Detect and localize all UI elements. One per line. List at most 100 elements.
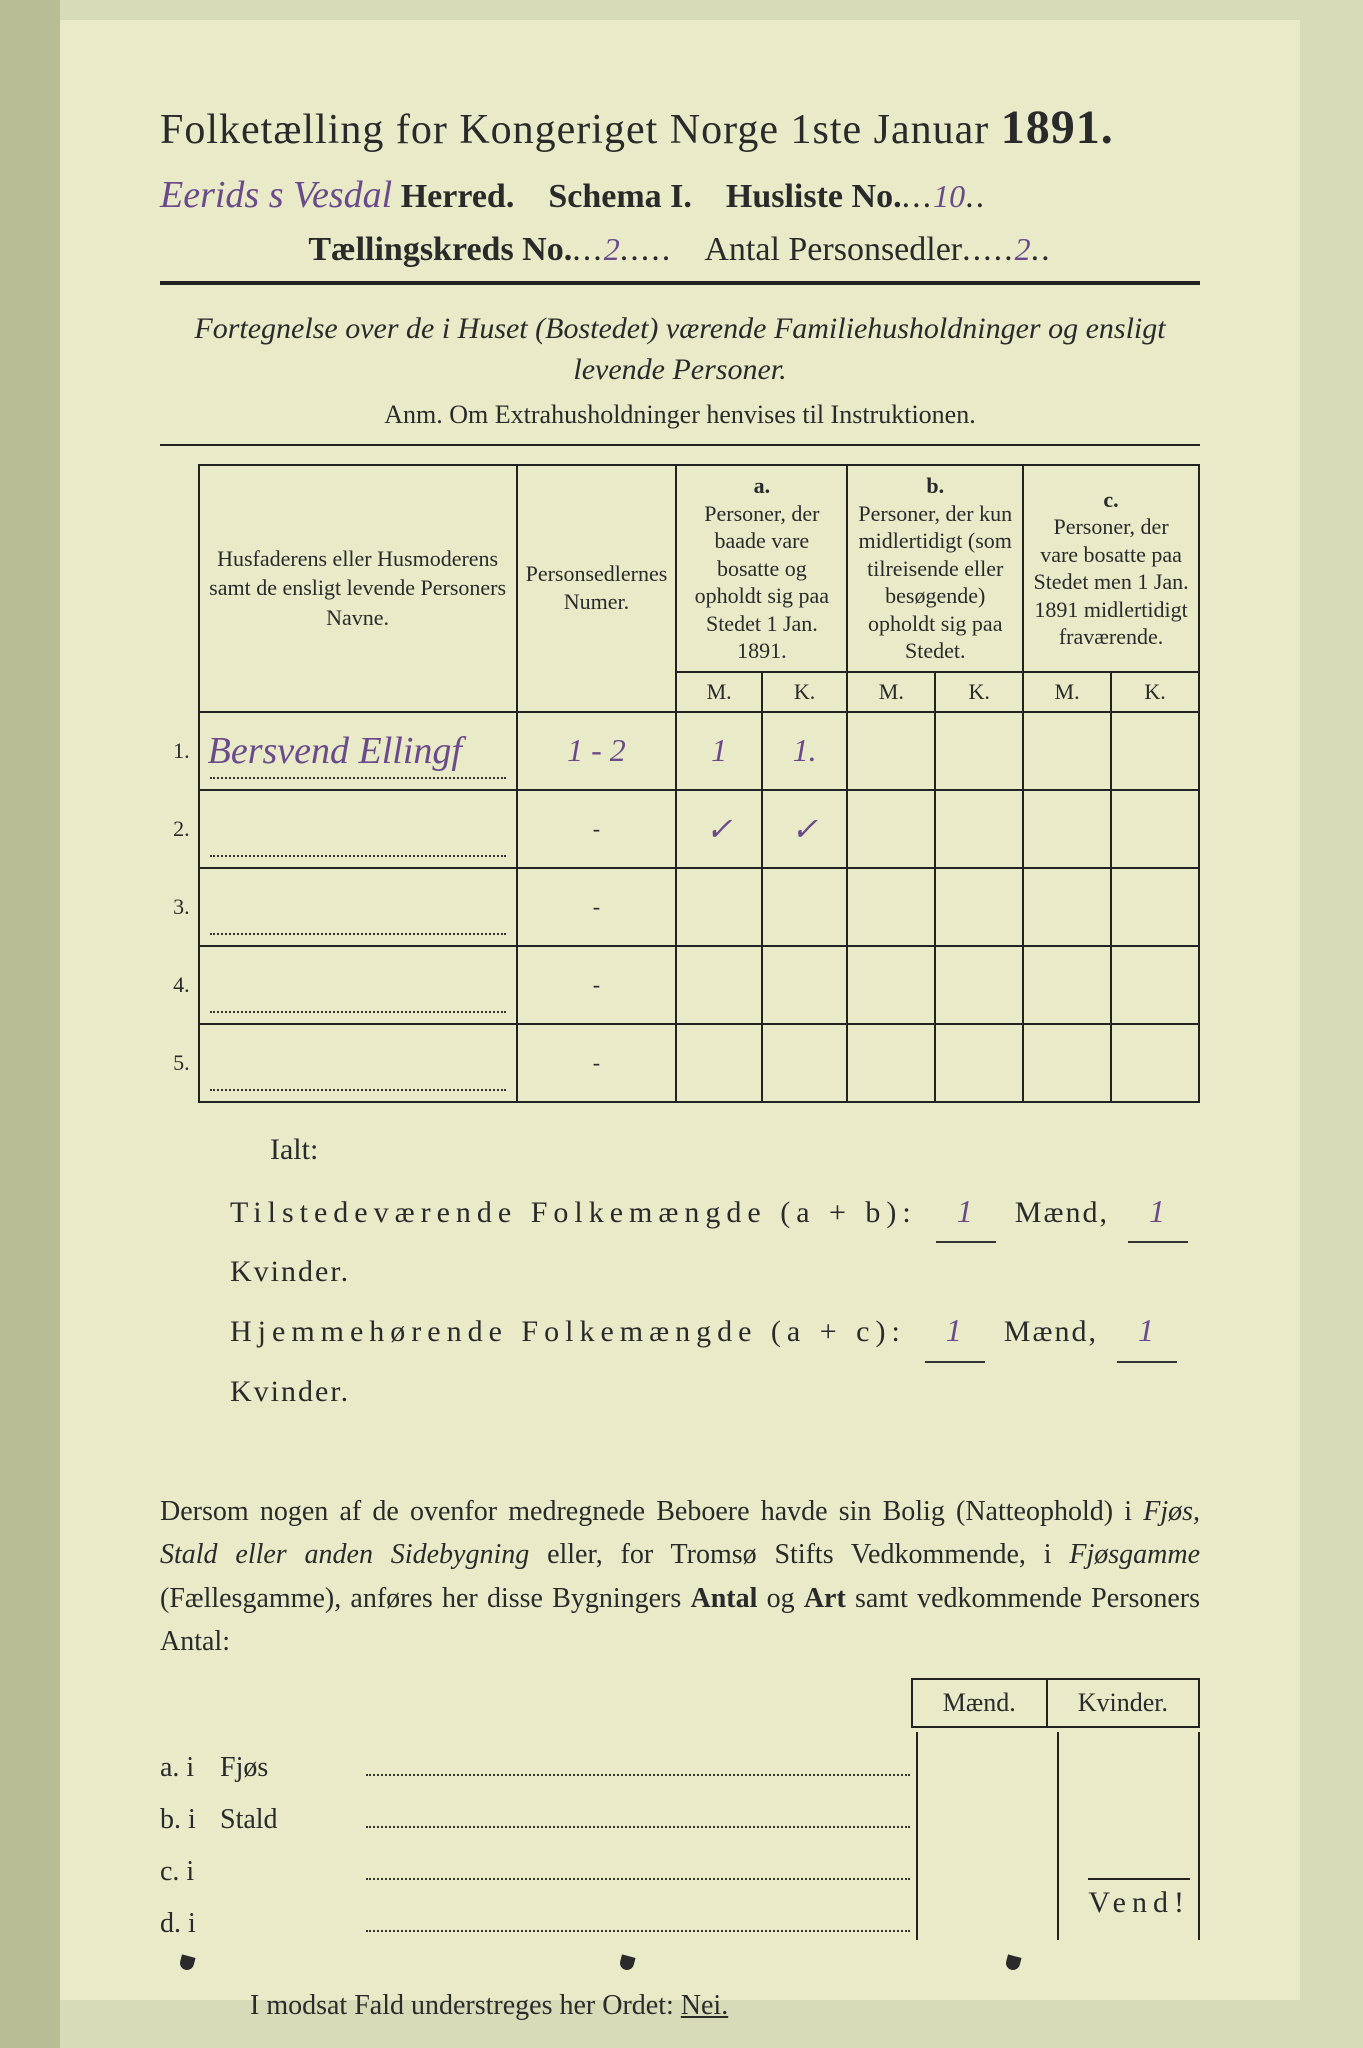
vend-label: Vend! [1088,1878,1190,1920]
col-b-header: b. Personer, der kun midlertidigt (som t… [847,465,1023,672]
hjemme-label: Hjemmehørende Folkemængde (a + c): [230,1315,906,1348]
anm-note: Anm. Om Extrahusholdninger henvises til … [160,400,1200,430]
title-year: 1891. [1001,101,1114,154]
census-form-page: Folketælling for Kongeriget Norge 1ste J… [60,20,1300,2000]
col-num-header: Personsedlernes Numer. [517,465,677,712]
husliste-label: Husliste No. [726,178,902,215]
row-num: 3. [160,868,199,946]
num-cell: - [517,790,677,868]
subtitle-text: Fortegnelse over de i Huset (Bostedet) v… [194,312,1165,386]
totals-block: Tilstedeværende Folkemængde (a + b): 1 M… [230,1181,1200,1421]
ak-cell: ✓ [762,790,848,868]
ck-cell [1111,712,1199,790]
dotted-line [366,1748,910,1776]
row-num: 5. [160,1024,199,1102]
am-cell: 1 [676,712,762,790]
divider [160,281,1200,285]
bk-cell [935,868,1023,946]
table-row: 3. - [160,868,1199,946]
ak-cell [762,868,848,946]
bygninger-block: Mænd. Kvinder. a. i Fjøs b. i Stald c. i… [160,1684,1200,1940]
maend-label: Mænd, [1015,1196,1109,1229]
title-text: Folketælling for Kongeriget Norge 1ste J… [160,107,989,153]
personsedler-label: Antal Personsedler [704,231,962,268]
bygn-lbl: d. i [160,1908,220,1940]
bm-cell [847,946,935,1024]
herred-handwritten: Eerids s Vesdal [160,174,392,216]
col-a-k: K. [762,672,848,712]
bm-cell [847,868,935,946]
kreds-line: Tællingskreds No....2..... Antal Persons… [160,231,1200,269]
dotted-line [366,1904,910,1932]
ak-cell [762,946,848,1024]
bygn-txt: Stald [220,1804,360,1836]
col-a-m: M. [676,672,762,712]
herred-label: Herred. [401,178,515,215]
main-title: Folketælling for Kongeriget Norge 1ste J… [160,100,1200,155]
bygn-kvinder-header: Kvinder. [1046,1678,1200,1728]
num-cell: - [517,1024,677,1102]
kvinder-label: Kvinder. [230,1255,350,1288]
subtitle: Fortegnelse over de i Huset (Bostedet) v… [160,309,1200,390]
maend-label-2: Mænd, [1004,1315,1098,1348]
col-c-header: c. Personer, der vare bosatte paa Stedet… [1023,465,1199,672]
table-header-row-1: Husfaderens eller Husmoderens samt de en… [160,465,1199,672]
table-row: 5. - [160,1024,1199,1102]
name-cell [199,868,517,946]
bm-cell [847,790,935,868]
num-cell: - [517,868,677,946]
col-b-k: K. [935,672,1023,712]
row-num: 1. [160,712,199,790]
table-row: 2. - ✓ ✓ [160,790,1199,868]
pin-icon [178,1954,195,1971]
bm-cell [847,1024,935,1102]
name-cell [199,790,517,868]
v2m: 1 [925,1300,985,1363]
cm-cell [1023,868,1111,946]
bygn-maend-header: Mænd. [911,1678,1046,1728]
kreds-label: Tællingskreds No. [308,231,572,268]
bk-cell [935,1024,1023,1102]
bygn-lbl: b. i [160,1804,220,1836]
table-row: 4. - [160,946,1199,1024]
ck-cell [1111,1024,1199,1102]
row-num: 2. [160,790,199,868]
bygn-lbl: c. i [160,1856,220,1888]
ialt-label: Ialt: [270,1133,1200,1167]
ak-cell: 1. [762,712,848,790]
table-row: 1. Bersvend Ellingf 1 - 2 1 1. [160,712,1199,790]
col-a-header: a. Personer, der baade vare bosatte og o… [676,465,847,672]
ak-cell [762,1024,848,1102]
v1m: 1 [936,1181,996,1244]
bk-cell [935,946,1023,1024]
col-b-m: M. [847,672,935,712]
totals-line-2: Hjemmehørende Folkemængde (a + c): 1 Mæn… [230,1300,1200,1420]
row-num: 4. [160,946,199,1024]
dersom-paragraph: Dersom nogen af de ovenfor medregnede Be… [160,1490,1200,1664]
am-cell [676,946,762,1024]
am-cell [676,868,762,946]
cm-cell [1023,712,1111,790]
col-c-k: K. [1111,672,1199,712]
cm-cell [1023,790,1111,868]
personsedler-no: 2 [1015,231,1031,267]
v2k: 1 [1117,1300,1177,1363]
kvinder-label-2: Kvinder. [230,1375,350,1408]
name-cell [199,1024,517,1102]
tilstede-label: Tilstedeværende Folkemængde (a + b): [230,1196,917,1229]
nei-word: Nei. [681,1990,728,2021]
bk-cell [935,790,1023,868]
dotted-line [366,1800,910,1828]
num-cell: - [517,946,677,1024]
divider-thin [160,444,1200,446]
bygn-txt: Fjøs [220,1752,360,1784]
totals-line-1: Tilstedeværende Folkemængde (a + b): 1 M… [230,1181,1200,1301]
bygn-head: Mænd. Kvinder. [911,1678,1200,1728]
am-cell: ✓ [676,790,762,868]
cm-cell [1023,1024,1111,1102]
name-cell: Bersvend Ellingf [199,712,517,790]
col-c-m: M. [1023,672,1111,712]
dotted-line [366,1852,910,1880]
schema-label: Schema I. [548,178,692,215]
census-table: Husfaderens eller Husmoderens samt de en… [160,464,1200,1103]
